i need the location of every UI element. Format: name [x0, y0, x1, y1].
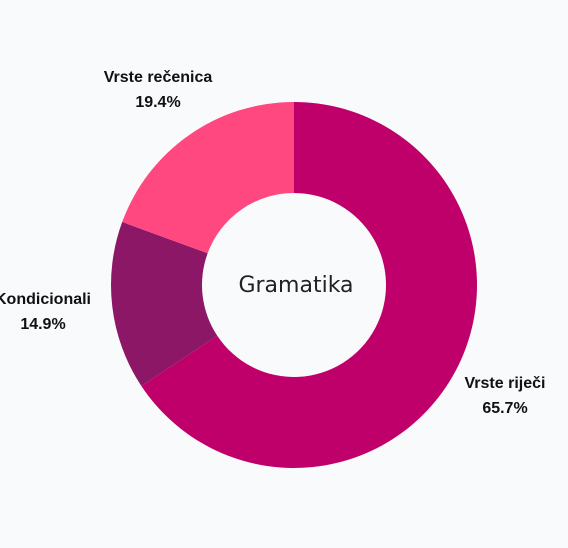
slice-name-label: Kondicionali — [0, 291, 91, 308]
slice-value-label: 19.4% — [135, 94, 180, 111]
slice-value-label: 65.7% — [482, 400, 527, 417]
donut-slices — [110, 101, 477, 469]
slice-name-label: Vrste riječi — [465, 375, 546, 392]
slice-name-label: Vrste rečenica — [104, 69, 213, 86]
donut-slice — [110, 221, 218, 386]
donut-center-label: Gramatika — [238, 273, 353, 298]
slice-labels: Vrste riječi 65.7% Kondicionali 14.9% Vrste … — [0, 69, 545, 417]
donut-slice — [122, 101, 294, 254]
donut-slice — [141, 102, 477, 469]
slice-value-label: 14.9% — [20, 316, 65, 333]
